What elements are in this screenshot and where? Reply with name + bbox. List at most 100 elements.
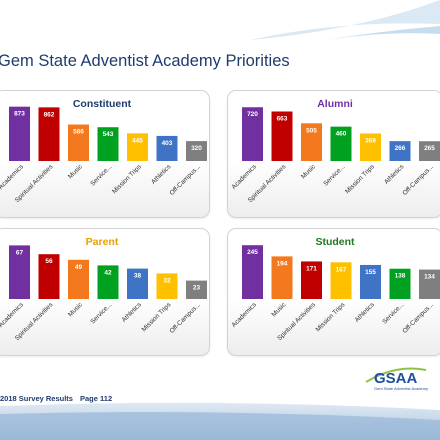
data-label: 171 bbox=[306, 265, 317, 272]
bar-chart-student: Student245Academics194Music171Spiritual … bbox=[230, 236, 440, 342]
svg-text:Gem State Adventist Academy: Gem State Adventist Academy bbox=[374, 386, 428, 391]
data-label: 543 bbox=[103, 131, 114, 138]
footer-page-number: Page 112 bbox=[80, 394, 113, 403]
bar-off-campus bbox=[419, 269, 440, 299]
bar-academics bbox=[242, 107, 263, 161]
bar-spiritual-activities bbox=[38, 107, 60, 161]
page-title: Gem State Adventist Academy Priorities bbox=[0, 52, 290, 70]
data-label: 42 bbox=[104, 269, 112, 276]
category-label: Off-Campus... bbox=[168, 163, 202, 197]
bar-spiritual-activities bbox=[301, 261, 322, 299]
data-label: 586 bbox=[73, 129, 84, 136]
bar-mission-trips bbox=[127, 133, 148, 161]
data-label: 155 bbox=[365, 269, 376, 276]
category-label: Academics bbox=[0, 163, 25, 191]
category-label: Academics bbox=[230, 163, 258, 191]
chart-panel-constituent: Constituent 873 Academics 862 Spiritual Acti… bbox=[0, 90, 210, 218]
bar-music bbox=[68, 259, 89, 299]
category-label: Music bbox=[67, 163, 84, 180]
data-label: 505 bbox=[306, 127, 317, 134]
category-label: Mission Trips bbox=[315, 301, 347, 333]
bar-mission-trips bbox=[156, 273, 178, 299]
bar-service bbox=[389, 268, 411, 299]
bar-music bbox=[68, 124, 89, 161]
bar-off-campus bbox=[186, 141, 207, 161]
data-label: 265 bbox=[424, 145, 435, 152]
data-label: 245 bbox=[247, 249, 258, 256]
bar-athletics bbox=[360, 264, 381, 299]
svg-text:GSAA: GSAA bbox=[374, 370, 418, 387]
bar-service bbox=[330, 126, 352, 161]
bar-academics bbox=[242, 245, 263, 299]
bar-music bbox=[301, 123, 322, 161]
data-label: 49 bbox=[75, 264, 83, 271]
data-label: 663 bbox=[277, 115, 288, 122]
data-label: 134 bbox=[424, 274, 435, 281]
category-label: Athletics bbox=[121, 301, 144, 324]
category-label: Music bbox=[67, 301, 84, 318]
header-swoosh bbox=[250, 0, 440, 44]
data-label: 369 bbox=[365, 137, 376, 144]
data-label: 445 bbox=[132, 137, 143, 144]
data-label: 460 bbox=[336, 131, 347, 138]
data-label: 23 bbox=[193, 285, 201, 292]
category-label: Service... bbox=[89, 163, 113, 187]
category-label: Mission Trips bbox=[344, 163, 376, 195]
category-label: Athletics bbox=[354, 301, 377, 324]
chart-panel-student: Student 245 Academics 194 Music 171 Spiritual … bbox=[227, 228, 440, 356]
data-label: 720 bbox=[247, 111, 258, 118]
category-label: Music bbox=[270, 301, 287, 318]
bar-off-campus bbox=[186, 280, 207, 299]
bar-mission-trips bbox=[330, 262, 352, 299]
bar-spiritual-activities bbox=[38, 254, 60, 299]
bar-athletics bbox=[127, 268, 148, 299]
category-label: Off-Campus... bbox=[168, 301, 202, 335]
data-label: 56 bbox=[45, 258, 53, 265]
bar-off-campus bbox=[419, 141, 440, 161]
chart-panel-alumni: Alumni 720 Academics 663 Spiritual Activitie… bbox=[227, 90, 440, 218]
data-label: 862 bbox=[44, 111, 55, 118]
category-label: Mission Trips bbox=[141, 301, 173, 333]
gsaa-logo: GSAA Gem State Adventist Academy bbox=[365, 367, 428, 391]
chart-title: Student bbox=[315, 236, 355, 248]
chart-title: Parent bbox=[86, 236, 119, 248]
data-label: 167 bbox=[336, 266, 347, 273]
category-label: Service... bbox=[381, 301, 405, 325]
category-label: Mission Trips bbox=[111, 163, 143, 195]
data-label: 873 bbox=[14, 111, 25, 118]
category-label: Service... bbox=[322, 163, 346, 187]
category-label: Off-Campus... bbox=[401, 163, 435, 197]
data-label: 194 bbox=[277, 260, 288, 267]
bar-academics bbox=[9, 245, 30, 299]
data-label: 38 bbox=[134, 273, 142, 280]
bar-service bbox=[97, 265, 119, 299]
category-label: Music bbox=[300, 163, 317, 180]
chart-title: Alumni bbox=[317, 98, 353, 110]
bar-music bbox=[271, 256, 293, 299]
bar-mission-trips bbox=[360, 133, 381, 161]
bar-athletics bbox=[389, 141, 411, 161]
bar-academics bbox=[9, 106, 30, 161]
chart-title: Constituent bbox=[73, 98, 132, 110]
chart-panel-parent: Parent 67 Academics 56 Spiritual Activities 4… bbox=[0, 228, 210, 356]
bar-spiritual-activities bbox=[271, 111, 293, 161]
data-label: 32 bbox=[163, 277, 171, 284]
category-label: Academics bbox=[0, 301, 25, 329]
category-label: Off-Campus... bbox=[401, 301, 435, 335]
category-label: Athletics bbox=[150, 163, 173, 186]
category-label: Service... bbox=[89, 301, 113, 325]
data-label: 138 bbox=[395, 273, 406, 280]
data-label: 320 bbox=[191, 145, 202, 152]
category-label: Athletics bbox=[383, 163, 406, 186]
footer-survey-label: 2018 Survey Results bbox=[0, 394, 73, 403]
category-label: Academics bbox=[230, 301, 258, 329]
footer-band bbox=[0, 390, 440, 440]
data-label: 403 bbox=[162, 140, 173, 147]
data-label: 266 bbox=[395, 145, 406, 152]
bar-athletics bbox=[156, 135, 178, 161]
bar-service bbox=[97, 127, 119, 161]
data-label: 67 bbox=[16, 249, 24, 256]
